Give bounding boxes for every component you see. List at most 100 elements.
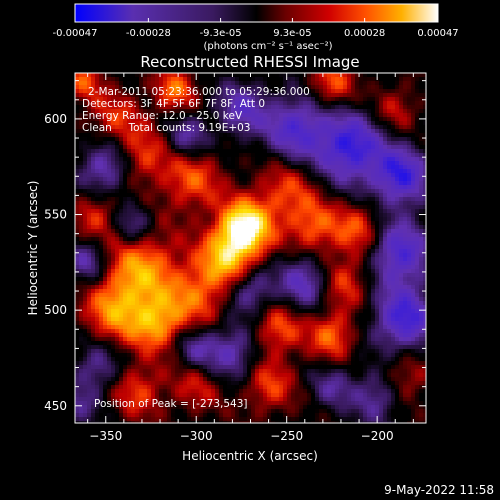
- heatmap-cell: [247, 205, 252, 210]
- heatmap-cell: [287, 237, 292, 242]
- heatmap-cell: [179, 181, 184, 186]
- heatmap-cell: [399, 145, 404, 150]
- heatmap-cell: [255, 173, 260, 178]
- heatmap-cell: [247, 233, 252, 238]
- heatmap-cell: [187, 133, 192, 138]
- heatmap-cell: [395, 89, 400, 94]
- heatmap-cell: [219, 225, 224, 230]
- heatmap-cell: [195, 297, 200, 302]
- heatmap-cell: [255, 165, 260, 170]
- heatmap-cell: [359, 285, 364, 290]
- heatmap-cell: [315, 85, 320, 90]
- heatmap-cell: [363, 153, 368, 158]
- heatmap-cell: [223, 149, 228, 154]
- heatmap-cell: [103, 253, 108, 258]
- heatmap-cell: [291, 229, 296, 234]
- heatmap-cell: [291, 137, 296, 142]
- heatmap-cell: [283, 109, 288, 114]
- heatmap-cell: [231, 297, 236, 302]
- heatmap-cell: [383, 185, 388, 190]
- heatmap-cell: [199, 261, 204, 266]
- heatmap-cell: [223, 145, 228, 150]
- heatmap-cell: [131, 197, 136, 202]
- heatmap-cell: [351, 285, 356, 290]
- heatmap-cell: [119, 97, 124, 102]
- heatmap-cell: [207, 101, 212, 106]
- heatmap-cell: [163, 189, 168, 194]
- heatmap-cell: [119, 237, 124, 242]
- heatmap-cell: [359, 81, 364, 86]
- heatmap-cell: [215, 173, 220, 178]
- heatmap-cell: [139, 225, 144, 230]
- heatmap-cell: [187, 153, 192, 158]
- heatmap-cell: [399, 153, 404, 158]
- heatmap-cell: [371, 277, 376, 282]
- heatmap-cell: [211, 273, 216, 278]
- heatmap-cell: [219, 89, 224, 94]
- heatmap-cell: [407, 189, 412, 194]
- heatmap-cell: [83, 97, 88, 102]
- heatmap-cell: [163, 237, 168, 242]
- heatmap-cell: [279, 117, 284, 122]
- heatmap-cell: [83, 133, 88, 138]
- heatmap-cell: [111, 265, 116, 270]
- heatmap-cell: [83, 281, 88, 286]
- heatmap-cell: [355, 97, 360, 102]
- heatmap-cell: [127, 257, 132, 262]
- heatmap-cell: [183, 269, 188, 274]
- heatmap-cell: [127, 241, 132, 246]
- heatmap-cell: [127, 285, 132, 290]
- heatmap-cell: [379, 101, 384, 106]
- heatmap-cell: [143, 281, 148, 286]
- heatmap-cell: [211, 125, 216, 130]
- heatmap-cell: [279, 265, 284, 270]
- heatmap-cell: [279, 125, 284, 130]
- heatmap-cell: [107, 173, 112, 178]
- heatmap-cell: [223, 229, 228, 234]
- heatmap-cell: [391, 161, 396, 166]
- heatmap-cell: [227, 201, 232, 206]
- heatmap-cell: [259, 165, 264, 170]
- heatmap-cell: [403, 141, 408, 146]
- heatmap-cell: [135, 209, 140, 214]
- heatmap-cell: [227, 125, 232, 130]
- heatmap-cell: [127, 125, 132, 130]
- heatmap-cell: [367, 145, 372, 150]
- heatmap-cell: [179, 229, 184, 234]
- heatmap-cell: [403, 97, 408, 102]
- heatmap-cell: [107, 209, 112, 214]
- heatmap-cell: [375, 285, 380, 290]
- heatmap-cell: [411, 89, 416, 94]
- heatmap-cell: [307, 117, 312, 122]
- heatmap-cell: [295, 285, 300, 290]
- heatmap-cell: [175, 93, 180, 98]
- heatmap-cell: [79, 205, 84, 210]
- heatmap-cell: [331, 197, 336, 202]
- heatmap-cell: [147, 81, 152, 86]
- heatmap-cell: [267, 237, 272, 242]
- heatmap-cell: [335, 133, 340, 138]
- heatmap-cell: [279, 121, 284, 126]
- heatmap-cell: [159, 265, 164, 270]
- heatmap-cell: [323, 225, 328, 230]
- heatmap-cell: [379, 289, 384, 294]
- heatmap-cell: [407, 145, 412, 150]
- heatmap-cell: [303, 81, 308, 86]
- heatmap-cell: [379, 77, 384, 82]
- heatmap-cell: [163, 201, 168, 206]
- heatmap-cell: [79, 133, 84, 138]
- heatmap-cell: [99, 189, 104, 194]
- heatmap-cell: [235, 161, 240, 166]
- heatmap-cell: [323, 269, 328, 274]
- heatmap-cell: [139, 89, 144, 94]
- heatmap-cell: [403, 153, 408, 158]
- heatmap-cell: [339, 221, 344, 226]
- heatmap-cell: [379, 273, 384, 278]
- heatmap-cell: [159, 157, 164, 162]
- heatmap-cell: [331, 77, 336, 82]
- heatmap-cell: [275, 101, 280, 106]
- heatmap-cell: [103, 149, 108, 154]
- heatmap-cell: [351, 281, 356, 286]
- heatmap-cell: [167, 93, 172, 98]
- heatmap-cell: [303, 277, 308, 282]
